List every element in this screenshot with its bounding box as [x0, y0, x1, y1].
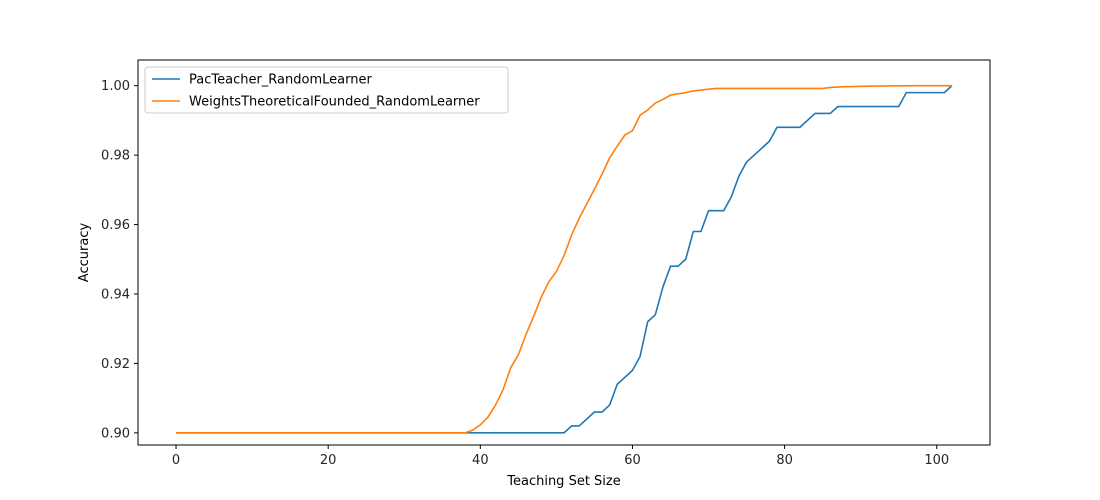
y-tick-label: 0.90: [101, 426, 130, 441]
x-tick-label: 20: [320, 453, 337, 468]
y-axis: 0.90 0.92 0.94 0.96 0.98 1.00: [101, 79, 138, 441]
x-tick-label: 0: [172, 453, 180, 468]
x-axis: 0 20 40 60 80 100: [172, 445, 949, 468]
series-line-1: [176, 85, 953, 434]
series-layer: [176, 84, 953, 434]
y-tick-label: 0.92: [101, 357, 130, 372]
series-line-2: [176, 84, 952, 434]
plot-frame: [137, 59, 991, 446]
y-tick-label: 0.98: [101, 149, 130, 164]
x-tick-label: 80: [776, 453, 793, 468]
y-axis-label: Accuracy: [77, 223, 92, 283]
legend-box: [144, 66, 509, 114]
x-tick-label: 100: [924, 453, 949, 468]
x-axis-label: Teaching Set Size: [506, 474, 620, 489]
y-tick-label: 1.00: [101, 79, 130, 94]
y-tick-label: 0.94: [101, 287, 130, 302]
y-tick-label: 0.96: [101, 218, 130, 233]
x-tick-label: 60: [624, 453, 641, 468]
legend-label: WeightsTheoreticalFounded_RandomLearner: [189, 95, 480, 110]
legend-label: PacTeacher_RandomLearner: [189, 73, 372, 88]
legend: PacTeacher_RandomLearner WeightsTheoretic…: [144, 66, 509, 114]
x-tick-label: 40: [472, 453, 489, 468]
